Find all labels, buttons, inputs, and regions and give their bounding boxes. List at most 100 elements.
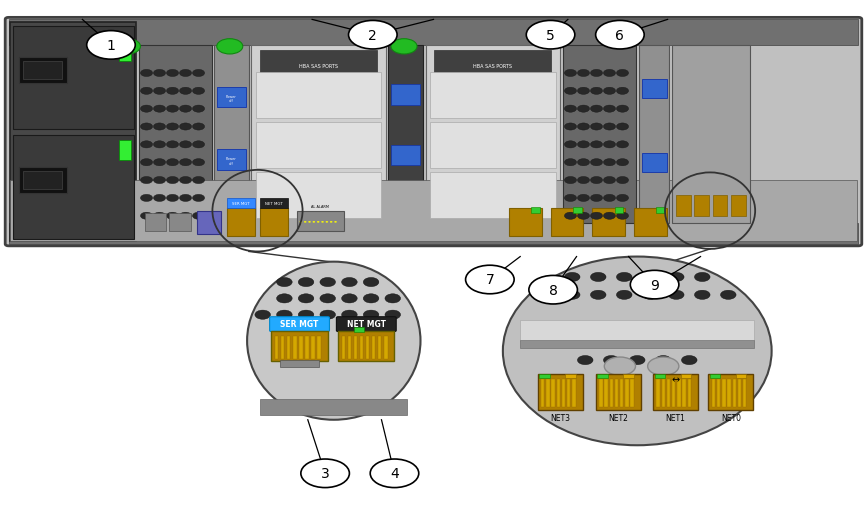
Bar [672,379,675,407]
Circle shape [538,291,554,300]
Circle shape [87,32,135,60]
Circle shape [255,310,271,320]
Circle shape [308,222,310,223]
Circle shape [529,276,577,304]
Circle shape [363,294,379,303]
Bar [217,88,246,108]
Circle shape [140,124,153,131]
Circle shape [616,273,632,282]
Circle shape [192,142,205,149]
Circle shape [616,142,629,149]
Circle shape [192,70,205,77]
Bar [145,214,166,232]
Bar [139,46,212,224]
Circle shape [526,21,575,50]
Circle shape [603,356,619,365]
Bar [677,379,681,407]
Circle shape [153,195,166,202]
Bar [630,379,634,407]
Circle shape [329,222,332,223]
Circle shape [153,88,166,95]
Bar [354,328,364,332]
Bar [297,211,344,232]
Bar [520,340,754,349]
Circle shape [140,159,153,166]
Bar [281,336,284,359]
Circle shape [616,70,629,77]
Bar [9,20,858,46]
Circle shape [326,222,328,223]
Bar [23,62,62,80]
Bar [615,208,623,214]
Text: NET0: NET0 [720,413,741,422]
Circle shape [320,278,336,287]
Bar [260,199,288,209]
Circle shape [179,70,192,77]
Bar [338,331,394,361]
Circle shape [603,70,616,77]
Circle shape [564,195,577,202]
Circle shape [564,177,577,184]
Bar [293,336,297,359]
Text: AL ALARM: AL ALARM [311,205,329,209]
Circle shape [603,177,616,184]
Circle shape [616,291,632,300]
Bar [342,336,345,359]
Circle shape [342,294,357,303]
Circle shape [166,195,179,202]
Circle shape [616,159,629,166]
Text: Power
off: Power off [226,157,237,165]
Bar [19,168,67,193]
Circle shape [179,159,192,166]
Circle shape [114,40,140,55]
Circle shape [630,271,679,299]
Bar [360,336,363,359]
Circle shape [342,310,357,320]
Circle shape [153,159,166,166]
Bar [596,374,641,410]
Bar [708,374,753,410]
Circle shape [217,40,243,55]
Bar [642,79,667,99]
Circle shape [603,213,616,220]
Circle shape [140,106,153,113]
Circle shape [577,88,590,95]
Circle shape [179,106,192,113]
Circle shape [192,177,205,184]
Circle shape [153,106,166,113]
Text: 2: 2 [368,29,377,43]
Circle shape [648,357,679,376]
Circle shape [603,106,616,113]
Bar [384,336,388,359]
Bar [610,379,613,407]
Circle shape [590,195,603,202]
Circle shape [590,273,606,282]
Circle shape [564,88,577,95]
Text: NET MGT: NET MGT [347,320,386,329]
Circle shape [342,278,357,287]
Bar [639,46,669,224]
Circle shape [153,142,166,149]
Circle shape [140,213,153,220]
Bar [565,375,576,378]
Circle shape [603,195,616,202]
Circle shape [577,70,590,77]
Bar [642,153,667,173]
Circle shape [277,278,292,287]
Circle shape [603,159,616,166]
Bar [227,199,255,209]
Bar [520,321,754,341]
Circle shape [363,278,379,287]
Circle shape [564,142,577,149]
Circle shape [616,124,629,131]
Circle shape [153,177,166,184]
Circle shape [590,124,603,131]
Bar [722,379,726,407]
Circle shape [192,88,205,95]
FancyBboxPatch shape [5,18,862,246]
Circle shape [577,124,590,131]
Text: HBA SAS PORTS: HBA SAS PORTS [299,64,338,69]
Circle shape [303,222,307,223]
Circle shape [681,356,697,365]
Circle shape [590,106,603,113]
